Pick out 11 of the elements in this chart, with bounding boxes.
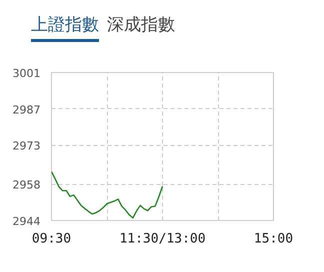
x-tick-label: 11:30/13:00	[119, 232, 206, 246]
y-tick-label: 2987	[12, 103, 41, 116]
y-tick-label: 2944	[12, 215, 41, 228]
chart-title: 上證指數	[31, 15, 99, 42]
text: 深成指數	[107, 15, 175, 35]
y-tick-label: 2958	[12, 178, 41, 192]
y-tick-label: 2973	[12, 140, 41, 153]
line-series	[52, 171, 164, 219]
y-tick-label: 3001	[12, 67, 41, 80]
x-tick-label: 09:30	[32, 232, 72, 246]
x-tick-label: 15:00	[254, 232, 294, 246]
